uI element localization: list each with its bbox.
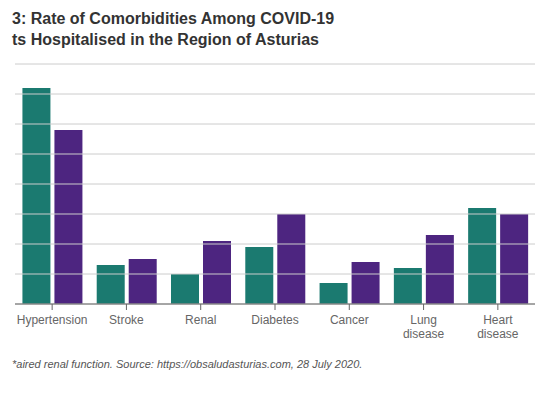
svg-text:Cancer: Cancer: [330, 313, 369, 327]
svg-text:Hypertension: Hypertension: [17, 313, 88, 327]
svg-text:Stroke: Stroke: [109, 313, 144, 327]
svg-text:Heartdisease: Heartdisease: [477, 313, 519, 341]
svg-text:Diabetes: Diabetes: [251, 313, 298, 327]
html-text:ts Hospitalised in the Region: ts Hospitalised in the Region of Asturia…: [12, 31, 319, 48]
svg-text:Lungdisease: Lungdisease: [403, 313, 445, 341]
html-text:3: Rate of Comorbidities Among: 3: Rate of Comorbidities Among COVID-19: [12, 10, 335, 27]
html-text:*aired renal function. Source:: *aired renal function. Source: https://o…: [12, 358, 363, 370]
svg-text:Renal: Renal: [185, 313, 216, 327]
